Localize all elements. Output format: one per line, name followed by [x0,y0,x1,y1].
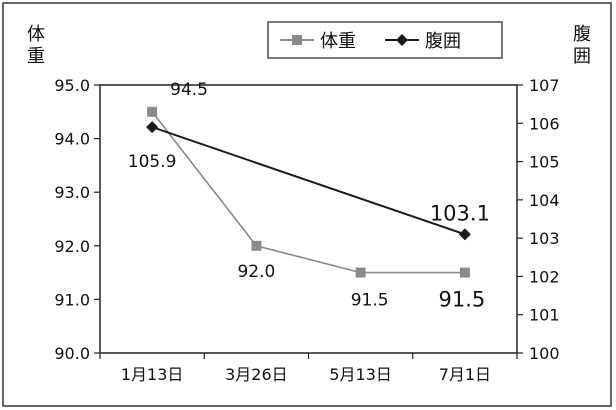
y-left-tick-label: 90.0 [54,344,90,363]
data-label: 105.9 [128,152,177,172]
y-left-tick-label: 93.0 [54,183,90,202]
legend-entry: 体重 [280,31,356,52]
y-right-tick-label: 106 [529,114,560,133]
data-labels: 94.5 92.0 91.5 91.5 105.9 103.1 [128,80,490,312]
y-left-tick-label: 91.0 [54,290,90,309]
data-point [355,267,366,278]
series-line-腹囲 [151,126,466,236]
y-right-tick-label: 100 [529,344,560,363]
y-right-tick-label: 107 [529,76,560,95]
data-point [251,240,262,251]
series-line-体重 [151,111,465,274]
y-left-tick-label: 94.0 [54,130,90,149]
plot-area [99,84,518,354]
plot-border [99,84,518,354]
data-point [458,228,471,241]
svg-text:体重: 体重 [27,24,45,67]
y-right-tick-label: 102 [529,267,560,286]
legend-entry: 腹囲 [385,31,461,52]
data-label: 91.5 [351,291,389,311]
data-label: 92.0 [237,262,275,282]
y-left-axis-label: 体重 [27,24,45,67]
legend: 体重 腹囲 [267,21,503,59]
legend-label: 腹囲 [425,31,461,52]
data-point [147,106,158,117]
data-point [459,267,470,278]
y-right-tick-label: 101 [529,306,560,325]
series-layer [146,106,471,278]
x-tick-label: 1月13日 [121,365,184,384]
x-tick-label: 3月26日 [225,365,288,384]
y-right-tick-label: 104 [529,191,560,210]
y-left-tick-label: 92.0 [54,237,90,256]
x-tick-label: 7月1日 [439,365,491,384]
data-label: 94.5 [170,80,208,100]
axes: 90.0 91.0 92.0 93.0 94.0 95.0 100 101 102 103 104 1… [27,24,591,384]
data-label: 91.5 [438,288,485,312]
y-right-axis-label: 腹囲 [573,24,591,67]
y-left-tick-label: 95.0 [54,76,90,95]
x-tick-label: 5月13日 [329,365,392,384]
legend-label: 体重 [320,31,356,52]
data-label: 103.1 [430,201,490,225]
data-point [146,121,159,134]
svg-text:腹囲: 腹囲 [573,24,591,67]
y-right-tick-label: 105 [529,153,560,172]
y-right-tick-label: 103 [529,229,560,248]
